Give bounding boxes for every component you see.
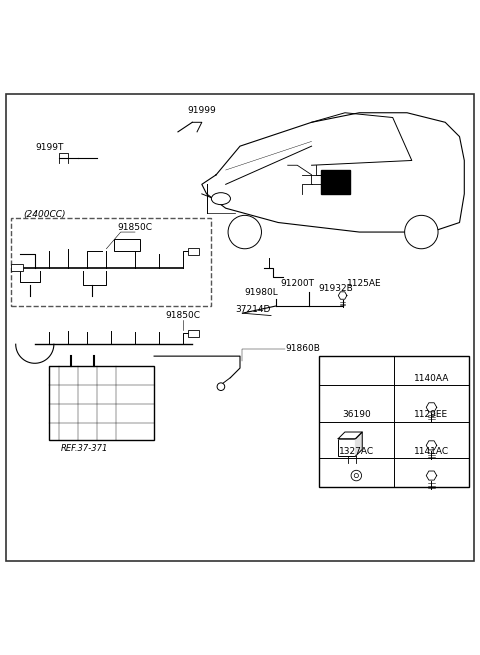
Text: REF.37-371: REF.37-371 [61,445,108,453]
Circle shape [405,215,438,249]
Text: 91850C: 91850C [165,311,200,320]
Text: 9199T: 9199T [35,143,63,152]
Bar [188,330,199,337]
Text: 91999: 91999 [188,106,216,115]
Circle shape [354,474,359,477]
Text: 1327AC: 1327AC [339,447,374,456]
Polygon shape [426,471,437,480]
Polygon shape [338,292,347,299]
Polygon shape [426,403,437,412]
Polygon shape [426,441,437,450]
Text: (2400CC): (2400CC) [23,210,65,219]
Text: 91932B: 91932B [319,284,353,293]
Bar [188,248,199,255]
Circle shape [217,383,225,390]
Bar [11,264,23,271]
Circle shape [351,470,361,481]
Text: 36190: 36190 [342,411,371,419]
Polygon shape [356,432,362,456]
Bar [319,356,469,487]
Text: 1125AE: 1125AE [348,280,382,288]
Text: 1141AC: 1141AC [414,447,449,456]
Circle shape [228,215,262,249]
Bar [338,439,356,456]
Text: 91860B: 91860B [285,345,320,354]
Text: 91850C: 91850C [118,223,153,232]
Polygon shape [338,432,362,439]
Text: 1140AA: 1140AA [414,373,449,383]
Text: 91200T: 91200T [280,280,314,288]
Ellipse shape [211,193,230,204]
Bar [321,170,350,194]
Bar [49,365,154,440]
Text: 37214D: 37214D [235,305,271,314]
Bar [114,239,140,251]
Text: 1129EE: 1129EE [414,411,448,419]
Text: 91980L: 91980L [245,288,278,297]
